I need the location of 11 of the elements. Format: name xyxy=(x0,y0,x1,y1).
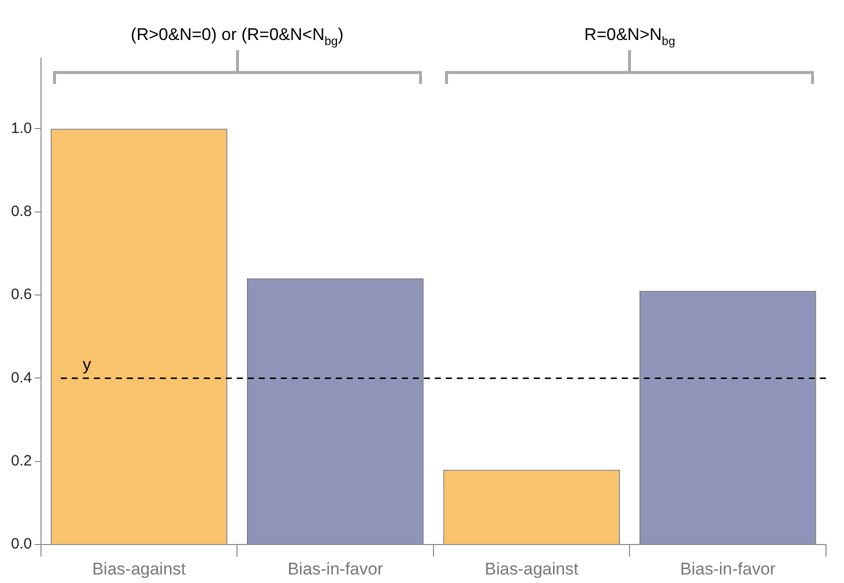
y-tick-label: 0.6 xyxy=(10,286,32,304)
y-tick-label: 0.8 xyxy=(10,203,32,220)
x-tick-label: Bias-in-favor xyxy=(680,559,776,578)
y-tick-label: 0.2 xyxy=(10,452,32,470)
y-tick-label: 0.4 xyxy=(10,369,32,386)
x-tick-label: Bias-against xyxy=(92,559,186,578)
x-tick-label: Bias-against xyxy=(484,559,579,578)
y-tick-label: 0.0 xyxy=(10,536,32,553)
y-tick-label: 1.0 xyxy=(10,120,32,137)
x-tick-label: Bias-in-favor xyxy=(288,559,384,578)
ref-line-label: y xyxy=(82,355,92,374)
